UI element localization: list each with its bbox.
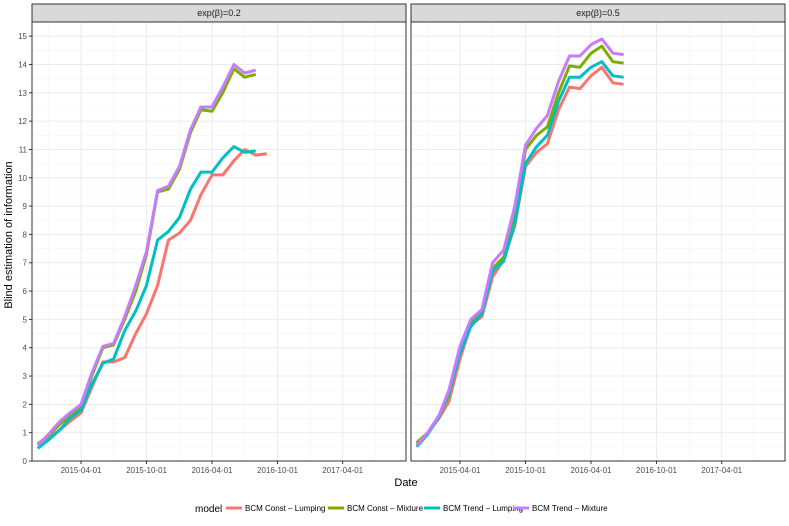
series-line <box>36 63 257 447</box>
panel-border <box>31 21 407 462</box>
y-tick-label: 13 <box>18 89 27 98</box>
legend-entry-label: BCM Const – Lumping <box>245 504 325 513</box>
x-tick-label: 2016-10-01 <box>636 466 677 475</box>
y-tick-label: 14 <box>18 60 27 69</box>
panels: exp(β)=0.2 2015-04-01 2015-10-01 2016-04-01… <box>18 3 786 475</box>
y-tick-label: 10 <box>18 174 27 183</box>
y-tick-label: 4 <box>23 344 28 353</box>
series-line <box>415 37 624 447</box>
legend-title: model <box>195 504 222 515</box>
legend-entry-label: BCM Trend – Lumping <box>443 504 523 513</box>
x-tick-label: 2017-04-01 <box>701 466 742 475</box>
x-tick-label: 2017-04-01 <box>322 466 363 475</box>
y-tick-label: 6 <box>23 287 28 296</box>
legend: model BCM Const – Lumping BCM Const – Mix… <box>195 504 608 515</box>
y-tick-label: 2 <box>23 400 28 409</box>
y-tick-label: 15 <box>18 32 27 41</box>
panel-border <box>410 21 786 462</box>
y-tick-label: 3 <box>23 372 28 381</box>
x-tick-label: 2016-04-01 <box>192 466 233 475</box>
series-line <box>36 145 256 450</box>
series-line <box>37 148 267 446</box>
y-tick-label: 5 <box>23 315 28 324</box>
x-tick-label: 2015-10-01 <box>505 466 546 475</box>
y-axis-label: Blind estimation of information <box>3 161 15 308</box>
panel-1: exp(β)=0.2 2015-04-01 2015-10-01 2016-04-01… <box>18 3 407 475</box>
x-tick-label: 2016-04-01 <box>571 466 612 475</box>
x-axis-label: Date <box>394 477 417 489</box>
y-tick-label: 9 <box>23 202 28 211</box>
legend-entry-label: BCM Const – Mixture <box>347 504 424 513</box>
panel-background <box>411 22 785 461</box>
panel-strip-label: exp(β)=0.2 <box>197 8 240 18</box>
y-tick-label: 1 <box>23 429 28 438</box>
y-tick-label: 7 <box>23 259 28 268</box>
y-tick-label: 0 <box>23 457 28 466</box>
y-tick-label: 8 <box>23 230 28 239</box>
x-tick-label: 2015-04-01 <box>61 466 102 475</box>
y-tick-label: 12 <box>18 117 27 126</box>
x-tick-label: 2015-04-01 <box>440 466 481 475</box>
panel-2: exp(β)=0.5 2015-04-01 2015-10-01 2016-04-01… <box>410 3 786 475</box>
panel-strip-label: exp(β)=0.5 <box>576 8 619 18</box>
y-tick-label: 11 <box>19 145 28 154</box>
legend-entry-label: BCM Trend – Mixture <box>532 504 608 513</box>
x-tick-label: 2016-10-01 <box>257 466 298 475</box>
x-tick-label: 2015-10-01 <box>126 466 167 475</box>
